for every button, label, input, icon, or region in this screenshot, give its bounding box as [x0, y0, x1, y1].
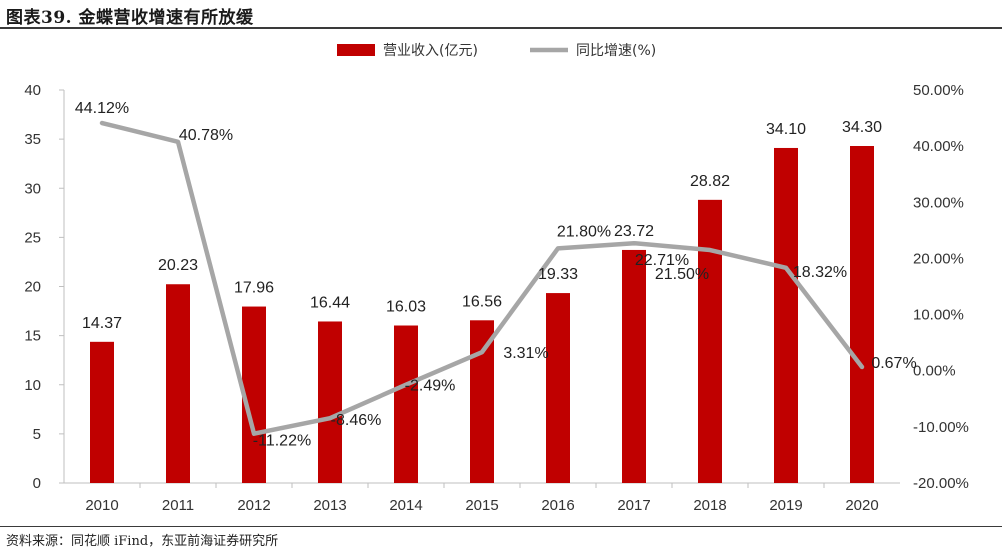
y-left-tick-label: 15 — [24, 328, 41, 345]
line-data-label: 40.78% — [179, 127, 233, 144]
revenue-bar — [622, 249, 646, 483]
y-right-tick-label: 10.00% — [913, 307, 964, 324]
line-data-label: -11.22% — [253, 433, 311, 450]
bar-series — [90, 146, 874, 483]
bar-data-label: 19.33 — [538, 266, 578, 283]
x-tick-label: 2016 — [541, 497, 574, 514]
title-divider — [0, 27, 1002, 29]
data-labels: 14.37 20.23 17.96 16.44 16.03 16.56 19.33 23.72… — [75, 100, 917, 450]
bar-data-label: 16.56 — [462, 293, 502, 310]
line-data-label: 3.31% — [503, 345, 548, 362]
revenue-bar — [850, 146, 874, 483]
revenue-bar — [394, 325, 418, 483]
bar-data-label: 20.23 — [158, 257, 198, 274]
line-data-label: 21.50% — [655, 266, 709, 283]
revenue-bar — [166, 284, 190, 483]
y-left-tick-label: 25 — [24, 229, 41, 246]
line-data-label: 0.67% — [871, 355, 916, 372]
y-left-tick-label: 5 — [33, 426, 41, 443]
x-tick-label: 2013 — [313, 497, 346, 514]
x-tick-label: 2015 — [465, 497, 498, 514]
x-tick-label: 2011 — [162, 497, 194, 514]
bar-data-label: 34.30 — [842, 119, 882, 136]
x-tick-label: 2019 — [769, 497, 802, 514]
line-data-label: 21.80% — [557, 223, 611, 240]
x-tick-label: 2012 — [237, 497, 270, 514]
line-data-label: 18.32% — [793, 264, 847, 281]
x-tick-label: 2020 — [845, 497, 878, 514]
y-left-tick-label: 40 — [24, 82, 41, 99]
line-data-label: -2.49% — [405, 378, 456, 395]
y-left-tick-label: 30 — [24, 180, 41, 197]
bar-data-label: 14.37 — [82, 315, 122, 332]
axes: 0 5 10 15 20 25 30 35 40 -20.00% -10.00% 0.00% 10.00… — [24, 82, 969, 514]
y-right-tick-label: 30.00% — [913, 194, 964, 211]
x-tick-label: 2010 — [85, 497, 118, 514]
y-right-tick-label: -20.00% — [913, 475, 969, 492]
line-data-label: 44.12% — [75, 100, 129, 117]
revenue-bar — [546, 293, 570, 483]
legend-label-revenue: 营业收入(亿元) — [383, 43, 478, 59]
y-right-tick-label: 0.00% — [913, 363, 956, 380]
source-note: 资料来源：同花顺 iFind，东亚前海证券研究所 — [6, 534, 279, 549]
y-left-tick-label: 35 — [24, 131, 41, 148]
bar-data-label: 16.44 — [310, 294, 350, 311]
legend-label-growth: 同比增速(%) — [576, 43, 656, 59]
revenue-bar — [774, 147, 798, 483]
bar-data-label: 28.82 — [690, 173, 730, 190]
y-right-tick-label: 20.00% — [913, 250, 964, 267]
y-left-tick-label: 20 — [24, 279, 41, 296]
legend: 营业收入(亿元) 同比增速(%) — [337, 43, 656, 59]
y-left-tick-label: 0 — [33, 475, 41, 492]
line-data-label: -8.46% — [331, 412, 382, 429]
bar-data-label: 34.10 — [766, 121, 806, 138]
x-tick-label: 2014 — [389, 497, 422, 514]
bar-data-label: 16.03 — [386, 299, 426, 316]
line-series — [99, 120, 865, 436]
y-right-tick-label: -10.00% — [913, 419, 969, 436]
y-left-tick-label: 10 — [24, 377, 41, 394]
growth-line — [99, 120, 865, 436]
x-tick-label: 2018 — [693, 497, 726, 514]
revenue-bar — [470, 320, 494, 483]
chart-title: 图表39. 金蝶营收增速有所放缓 — [6, 8, 254, 28]
y-right-tick-label: 40.00% — [913, 138, 964, 155]
line-data-label: 22.71% — [635, 252, 689, 269]
bar-data-label: 23.72 — [614, 223, 654, 240]
revenue-bar — [90, 341, 114, 483]
bar-data-label: 17.96 — [234, 280, 274, 297]
revenue-bar — [698, 199, 722, 483]
revenue-bar — [318, 321, 342, 483]
y-right-tick-label: 50.00% — [913, 82, 964, 99]
source-divider — [0, 526, 1002, 527]
legend-swatch-revenue — [337, 44, 375, 56]
x-tick-label: 2017 — [617, 497, 650, 514]
